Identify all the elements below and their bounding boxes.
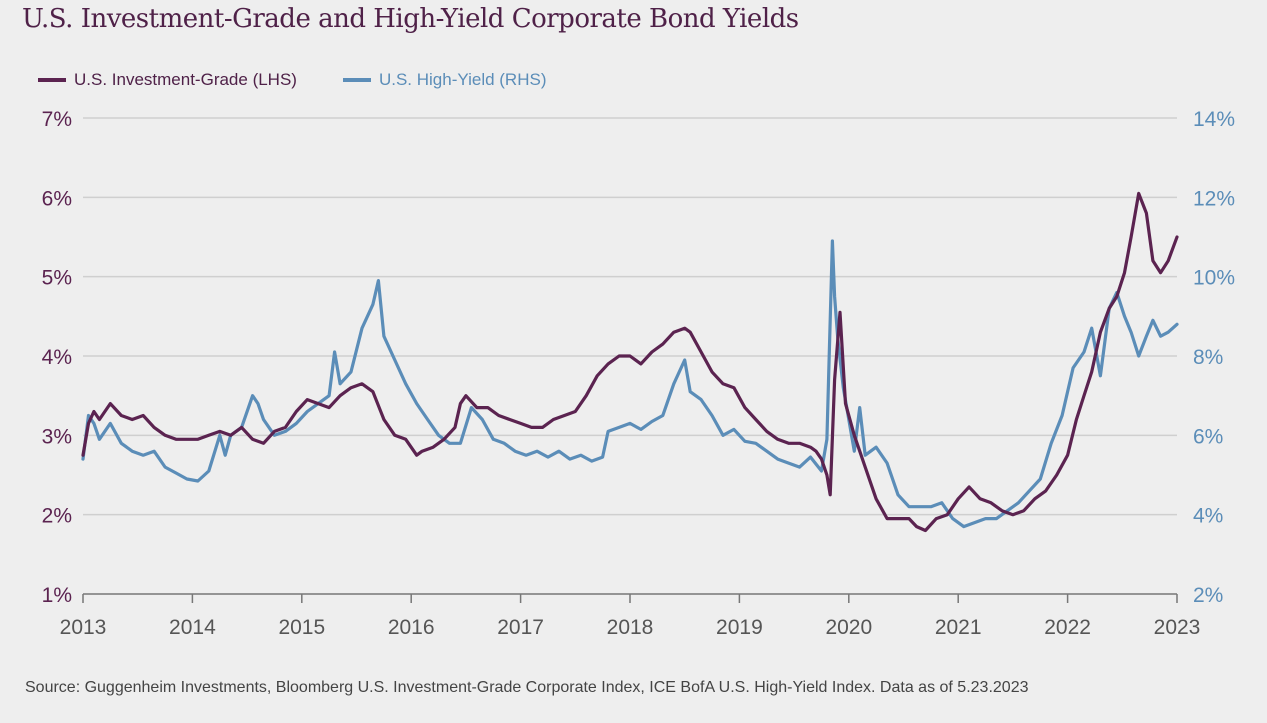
y-right-tick-label: 4% [1193,505,1223,528]
x-tick-label: 2016 [388,616,435,639]
x-tick-label: 2019 [716,616,763,639]
x-tick-label: 2021 [935,616,982,639]
y-left-tick-label: 2% [42,505,72,528]
y-right-tick-label: 12% [1193,187,1235,210]
source-note: Source: Guggenheim Investments, Bloomber… [25,679,1029,696]
y-axis-right: 2% 4% 6% 8% 10% 12% 14% [1193,108,1235,607]
x-tick-label: 2013 [60,616,107,639]
chart-title: U.S. Investment-Grade and High-Yield Cor… [22,4,799,34]
y-right-tick-label: 14% [1193,108,1235,131]
y-right-tick-label: 8% [1193,346,1223,369]
legend-item-high-yield: U.S. High-Yield (RHS) [342,70,547,90]
series-line-high-yield [81,239,1179,529]
x-tick-label: 2020 [825,616,872,639]
legend: U.S. Investment-Grade (LHS) U.S. High-Yi… [38,70,593,90]
x-tick-label: 2022 [1044,616,1091,639]
y-right-tick-label: 6% [1193,425,1223,448]
x-tick-label: 2018 [607,616,654,639]
y-left-tick-label: 3% [42,425,72,448]
legend-swatch-high-yield [342,78,371,82]
x-tick-label: 2017 [497,616,544,639]
legend-item-investment-grade: U.S. Investment-Grade (LHS) [38,70,297,90]
x-tick-label: 2023 [1154,616,1201,639]
legend-label-investment-grade: U.S. Investment-Grade (LHS) [74,70,297,89]
x-tick-label: 2015 [278,616,325,639]
series-line-investment-grade [81,191,1179,533]
y-left-tick-label: 6% [42,187,72,210]
y-left-tick-label: 7% [42,108,72,131]
series-lines [81,191,1179,533]
gridlines [83,117,1177,516]
y-left-tick-label: 4% [42,346,72,369]
y-left-tick-label: 5% [42,267,72,290]
y-left-tick-label: 1% [42,584,72,607]
legend-label-high-yield: U.S. High-Yield (RHS) [378,70,547,89]
y-axis-left: 1% 2% 3% 4% 5% 6% 7% [42,108,72,607]
y-right-tick-label: 10% [1193,267,1235,290]
y-right-tick-label: 2% [1193,584,1223,607]
legend-swatch-investment-grade [38,78,66,82]
x-axis: 2013 2014 2015 2016 2017 2018 2019 2020 2021 2022… [60,593,1201,639]
x-tick-label: 2014 [169,616,216,639]
